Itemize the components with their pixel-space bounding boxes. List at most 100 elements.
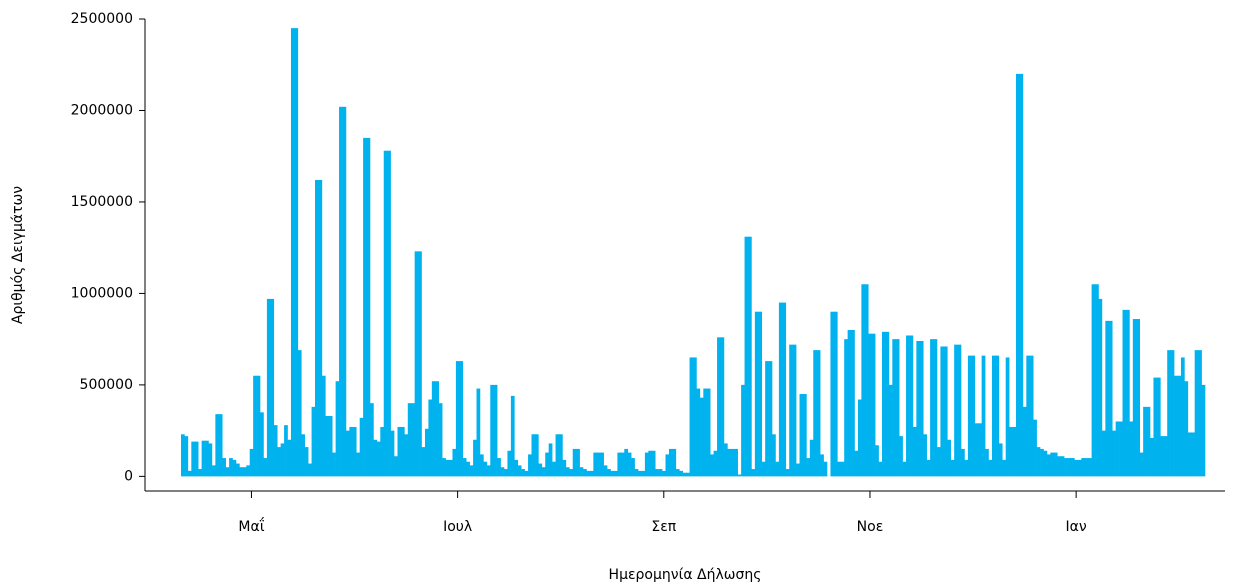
bar — [634, 469, 639, 477]
bar — [290, 28, 295, 477]
bar — [517, 465, 522, 477]
bar — [641, 470, 646, 477]
bar — [981, 355, 986, 477]
bar — [696, 388, 701, 477]
bar — [768, 361, 773, 477]
bar — [1036, 447, 1041, 477]
bar — [394, 456, 398, 477]
bar — [947, 439, 952, 477]
y-tick-label: 0 — [124, 468, 133, 484]
bar — [1088, 458, 1092, 477]
x-tick-label: Σεπ — [651, 519, 676, 535]
bar — [926, 459, 931, 477]
bar — [215, 414, 220, 477]
bar — [964, 459, 969, 477]
bar — [256, 375, 261, 477]
bar — [799, 394, 804, 477]
bar — [1084, 458, 1089, 477]
bar — [899, 436, 903, 477]
bar — [737, 474, 742, 477]
bar — [335, 381, 340, 477]
bar — [490, 384, 494, 477]
bar — [610, 470, 615, 477]
bar — [239, 467, 244, 477]
bar — [1033, 419, 1037, 477]
bar — [1002, 459, 1006, 477]
bar — [1146, 406, 1151, 477]
bar — [1170, 350, 1175, 477]
bar — [1125, 309, 1130, 477]
bar — [1180, 357, 1185, 477]
bar — [304, 447, 309, 477]
bar — [191, 441, 196, 477]
bar — [895, 339, 900, 477]
bar — [1115, 421, 1120, 477]
bar — [978, 423, 982, 477]
bar — [194, 441, 199, 477]
bar — [424, 428, 429, 477]
bar — [548, 443, 553, 477]
bar — [473, 439, 477, 477]
bar — [225, 467, 230, 477]
bar — [414, 251, 419, 477]
bar — [1095, 284, 1099, 477]
bar — [627, 452, 632, 477]
bar — [579, 467, 584, 477]
bar — [603, 465, 608, 477]
bar — [273, 425, 278, 477]
bar — [1153, 377, 1158, 477]
bar — [624, 448, 629, 477]
bar — [218, 414, 223, 477]
bar — [1029, 355, 1034, 477]
bar — [991, 355, 996, 477]
bar — [287, 439, 292, 477]
bar — [995, 355, 1000, 477]
bar — [878, 461, 883, 477]
bar — [359, 417, 364, 477]
bar — [775, 461, 780, 477]
bar — [342, 106, 347, 477]
bar — [301, 434, 306, 477]
bar — [954, 344, 958, 477]
bar — [325, 415, 330, 477]
bar — [562, 459, 567, 477]
bar — [497, 458, 501, 477]
bar — [552, 461, 556, 477]
bar — [1050, 452, 1055, 477]
bar — [665, 454, 670, 477]
bar — [1163, 436, 1168, 477]
bar — [1136, 319, 1141, 477]
bar — [1026, 355, 1031, 477]
bar — [892, 339, 897, 477]
bar — [589, 470, 594, 477]
bar — [885, 331, 890, 477]
bar — [933, 339, 938, 477]
bar — [741, 384, 745, 477]
bar — [524, 470, 529, 477]
bar — [1077, 459, 1082, 477]
bar — [1167, 350, 1171, 477]
bar — [809, 439, 814, 477]
bar — [486, 465, 491, 477]
bar — [270, 298, 275, 477]
bar — [407, 403, 412, 477]
x-tick-label: Νοε — [857, 519, 884, 535]
bar — [249, 448, 254, 477]
bar — [668, 448, 673, 477]
x-tick-label: Ιαν — [1066, 519, 1087, 535]
bar — [1160, 436, 1165, 477]
bar — [796, 463, 800, 477]
bar — [246, 465, 251, 477]
bar — [187, 470, 192, 477]
bar — [222, 458, 226, 477]
bar — [1143, 406, 1147, 477]
bar — [703, 388, 708, 477]
bar — [1067, 458, 1072, 477]
bar — [558, 434, 563, 477]
bar — [950, 459, 955, 477]
bar — [699, 397, 704, 477]
bar — [397, 426, 402, 477]
bar — [521, 469, 525, 477]
bar — [967, 355, 972, 477]
